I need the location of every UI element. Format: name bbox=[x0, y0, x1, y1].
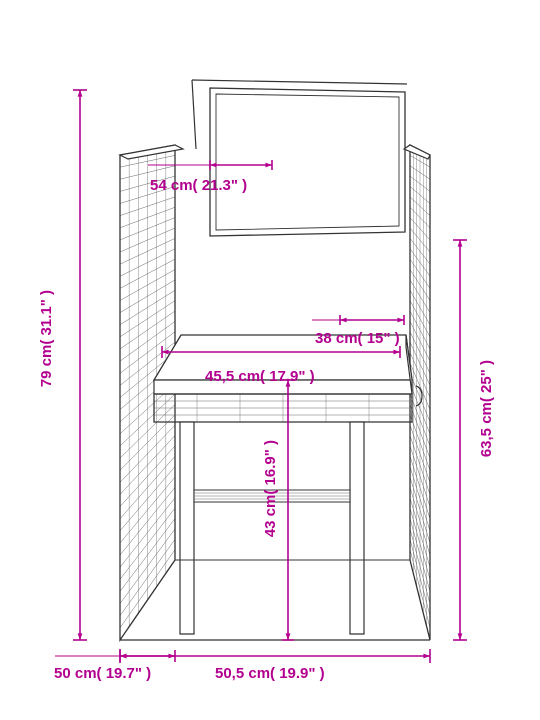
label-width: 50,5 cm( 19.9" ) bbox=[215, 665, 325, 682]
diagram-stage: 79 cm( 31.1" ) 63,5 cm( 25" ) 43 cm( 16.… bbox=[0, 0, 540, 720]
label-arm-height: 63,5 cm( 25" ) bbox=[478, 360, 495, 457]
label-seat-height: 43 cm( 16.9" ) bbox=[262, 440, 279, 537]
label-seat-front-w: 45,5 cm( 17.9" ) bbox=[205, 368, 315, 385]
label-seat-depth: 38 cm( 15" ) bbox=[315, 330, 400, 347]
label-height-total: 79 cm( 31.1" ) bbox=[38, 290, 55, 387]
label-back-width: 54 cm( 21.3" ) bbox=[150, 177, 247, 194]
dimension-lines bbox=[0, 0, 540, 720]
label-depth: 50 cm( 19.7" ) bbox=[54, 665, 151, 682]
